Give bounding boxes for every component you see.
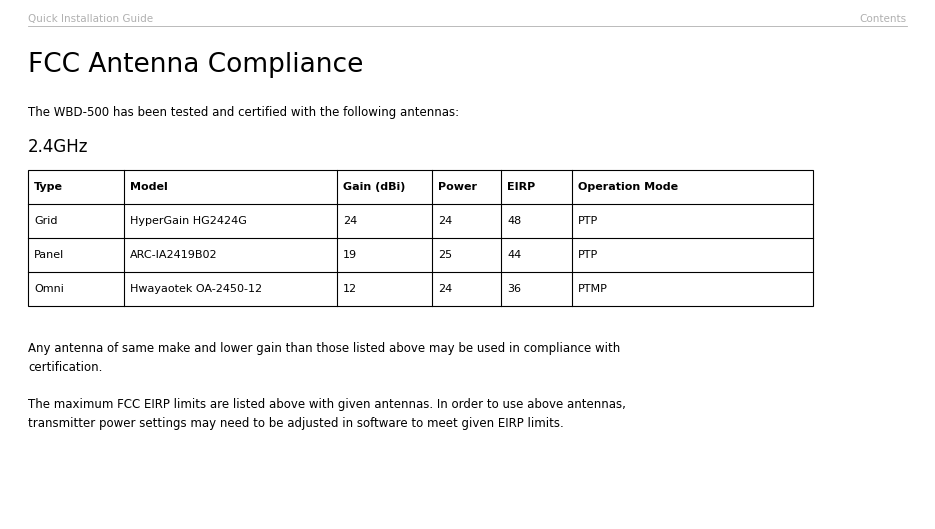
- Text: 36: 36: [507, 284, 521, 294]
- Text: 24: 24: [438, 216, 453, 226]
- Text: 12: 12: [343, 284, 357, 294]
- Text: 48: 48: [507, 216, 521, 226]
- Text: HyperGain HG2424G: HyperGain HG2424G: [130, 216, 247, 226]
- Text: The maximum FCC EIRP limits are listed above with given antennas. In order to us: The maximum FCC EIRP limits are listed a…: [28, 398, 626, 430]
- Text: FCC Antenna Compliance: FCC Antenna Compliance: [28, 52, 364, 78]
- Text: 19: 19: [343, 250, 357, 260]
- Text: 44: 44: [507, 250, 521, 260]
- Text: 24: 24: [438, 284, 453, 294]
- Text: PTP: PTP: [578, 250, 598, 260]
- Text: 24: 24: [343, 216, 357, 226]
- Text: Grid: Grid: [34, 216, 57, 226]
- Text: Omni: Omni: [34, 284, 64, 294]
- Text: Type: Type: [34, 182, 63, 192]
- Text: Any antenna of same make and lower gain than those listed above may be used in c: Any antenna of same make and lower gain …: [28, 342, 620, 374]
- Text: 2.4GHz: 2.4GHz: [28, 138, 89, 156]
- Text: Hwayaotek OA-2450-12: Hwayaotek OA-2450-12: [130, 284, 262, 294]
- Text: Power: Power: [438, 182, 477, 192]
- Text: Gain (dBi): Gain (dBi): [343, 182, 406, 192]
- Text: The WBD-500 has been tested and certified with the following antennas:: The WBD-500 has been tested and certifie…: [28, 106, 459, 119]
- Text: Quick Installation Guide: Quick Installation Guide: [28, 14, 153, 24]
- Text: Operation Mode: Operation Mode: [578, 182, 678, 192]
- Text: ARC-IA2419B02: ARC-IA2419B02: [130, 250, 218, 260]
- Text: Model: Model: [130, 182, 167, 192]
- Text: EIRP: EIRP: [507, 182, 535, 192]
- Text: Panel: Panel: [34, 250, 65, 260]
- Text: PTMP: PTMP: [578, 284, 608, 294]
- Text: Contents: Contents: [860, 14, 907, 24]
- Text: PTP: PTP: [578, 216, 598, 226]
- Bar: [28, 170, 813, 306]
- Text: 25: 25: [438, 250, 453, 260]
